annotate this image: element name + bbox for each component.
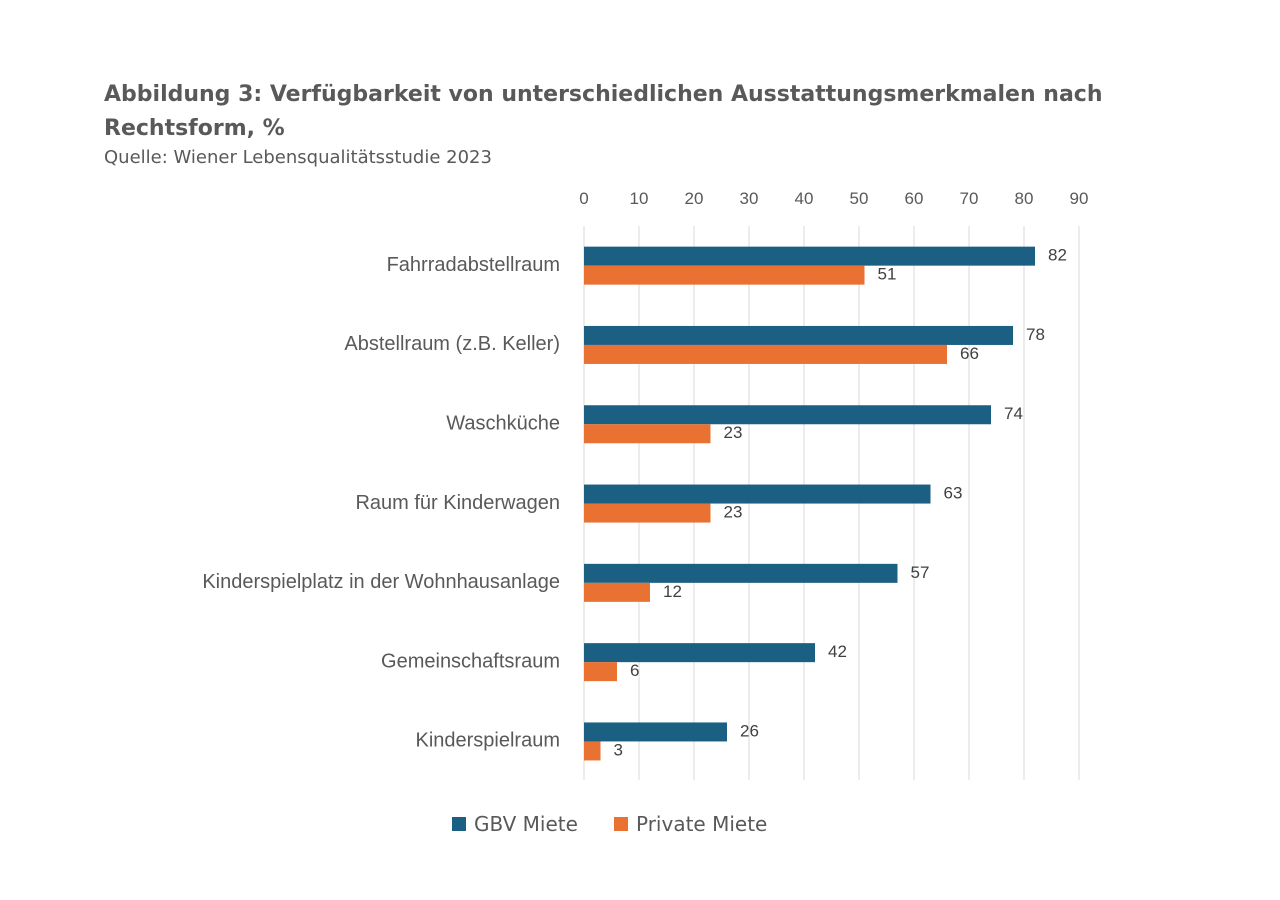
legend-item-gbv-miete: GBV Miete <box>452 812 578 836</box>
x-tick-label-20: 20 <box>685 189 704 208</box>
bar-gbv-miete-abstellraum-z-b-keller <box>584 325 1013 345</box>
data-label-gbv-miete-gemeinschaftsraum: 42 <box>828 642 847 661</box>
x-tick-label-90: 90 <box>1070 189 1089 208</box>
bar-private-miete-raum-für-kinderwagen <box>584 503 711 523</box>
bar-gbv-miete-waschküche <box>584 405 991 425</box>
bar-chart: 0 10 20 30 40 50 60 70 80 90 Fahrradabstellraum 82 5… <box>202 189 1089 780</box>
category-label-abstellraum-z-b-keller: Abstellraum (z.B. Keller) <box>344 333 560 355</box>
bar-private-miete-gemeinschaftsraum <box>584 662 617 682</box>
legend-item-private-miete: Private Miete <box>614 812 767 836</box>
data-label-private-miete-gemeinschaftsraum: 6 <box>630 661 639 680</box>
x-tick-label-70: 70 <box>960 189 979 208</box>
data-label-private-miete-waschküche: 23 <box>724 423 743 442</box>
bar-gbv-miete-gemeinschaftsraum <box>584 643 815 663</box>
legend-swatch-gbv-miete <box>452 817 466 831</box>
x-tick-label-60: 60 <box>905 189 924 208</box>
x-tick-label-50: 50 <box>850 189 869 208</box>
x-tick-label-30: 30 <box>740 189 759 208</box>
x-tick-label-0: 0 <box>579 189 588 208</box>
data-label-private-miete-kinderspielraum: 3 <box>614 740 623 759</box>
legend-label-gbv-miete: GBV Miete <box>474 812 578 836</box>
legend-label-private-miete: Private Miete <box>636 812 768 836</box>
category-label-waschküche: Waschküche <box>446 413 560 435</box>
bar-private-miete-kinderspielplatz-in-der-wohnhausanlage <box>584 582 650 602</box>
bar-private-miete-waschküche <box>584 424 711 444</box>
legend-swatch-private-miete <box>614 817 628 831</box>
x-tick-label-80: 80 <box>1015 189 1034 208</box>
bar-gbv-miete-fahrradabstellraum <box>584 246 1035 266</box>
x-tick-label-10: 10 <box>630 189 649 208</box>
category-label-kinderspielraum: Kinderspielraum <box>415 730 560 752</box>
bar-private-miete-fahrradabstellraum <box>584 265 865 285</box>
data-label-gbv-miete-fahrradabstellraum: 82 <box>1048 246 1067 265</box>
category-label-kinderspielplatz-in-der-wohnhausanlage: Kinderspielplatz in der Wohnhausanlage <box>202 571 560 593</box>
bar-gbv-miete-kinderspielplatz-in-der-wohnhausanlage <box>584 563 898 583</box>
chart-title: Abbildung 3: Verfügbarkeit von unterschi… <box>104 82 1103 141</box>
data-label-private-miete-abstellraum-z-b-keller: 66 <box>960 344 979 363</box>
bar-private-miete-kinderspielraum <box>584 741 601 761</box>
data-label-private-miete-raum-für-kinderwagen: 23 <box>724 503 743 522</box>
data-label-private-miete-kinderspielplatz-in-der-wohnhausanlage: 12 <box>663 582 682 601</box>
category-label-fahrradabstellraum: Fahrradabstellraum <box>387 254 560 276</box>
bar-gbv-miete-kinderspielraum <box>584 722 727 742</box>
data-label-gbv-miete-abstellraum-z-b-keller: 78 <box>1026 325 1045 344</box>
category-label-gemeinschaftsraum: Gemeinschaftsraum <box>381 650 560 672</box>
x-tick-label-40: 40 <box>795 189 814 208</box>
data-label-gbv-miete-waschküche: 74 <box>1004 404 1023 423</box>
chart-subtitle: Quelle: Wiener Lebensqualitätsstudie 202… <box>104 147 492 168</box>
data-label-private-miete-fahrradabstellraum: 51 <box>878 265 897 284</box>
bar-private-miete-abstellraum-z-b-keller <box>584 344 947 364</box>
data-label-gbv-miete-kinderspielraum: 26 <box>740 721 759 740</box>
category-label-raum-für-kinderwagen: Raum für Kinderwagen <box>355 492 560 514</box>
chart-legend: GBV Miete Private Miete <box>0 812 1280 842</box>
data-label-gbv-miete-kinderspielplatz-in-der-wohnhausanlage: 57 <box>911 563 930 582</box>
data-label-gbv-miete-raum-für-kinderwagen: 63 <box>944 484 963 503</box>
bar-gbv-miete-raum-für-kinderwagen <box>584 484 931 504</box>
